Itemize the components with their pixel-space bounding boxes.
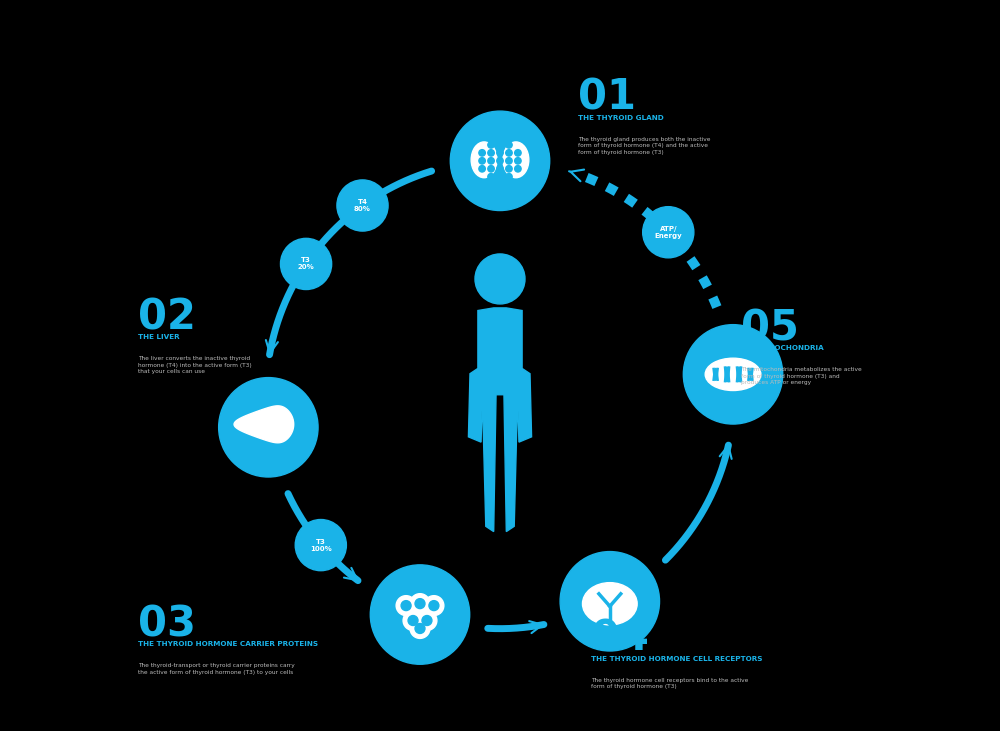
Polygon shape [234, 406, 294, 443]
Circle shape [488, 150, 494, 156]
Circle shape [497, 158, 503, 164]
Text: 02: 02 [138, 296, 196, 338]
Circle shape [683, 325, 783, 424]
Circle shape [337, 180, 388, 231]
Text: 04: 04 [591, 618, 649, 659]
Circle shape [515, 150, 521, 156]
Text: T3
20%: T3 20% [298, 257, 314, 270]
Circle shape [479, 150, 485, 156]
Circle shape [475, 254, 525, 304]
Text: The thyroid hormone cell receptors bind to the active
form of thyroid hormone (T: The thyroid hormone cell receptors bind … [591, 678, 749, 689]
Text: T4
80%: T4 80% [354, 199, 371, 212]
Ellipse shape [705, 358, 761, 390]
Circle shape [560, 552, 660, 651]
Text: THE LIVER: THE LIVER [138, 334, 180, 340]
Circle shape [424, 596, 444, 616]
Circle shape [422, 616, 432, 626]
Text: 05: 05 [741, 307, 799, 349]
Text: THE THYROID HORMONE CARRIER PROTEINS: THE THYROID HORMONE CARRIER PROTEINS [138, 641, 318, 647]
Circle shape [479, 165, 485, 172]
Polygon shape [468, 308, 532, 531]
Circle shape [488, 165, 494, 172]
Text: T3
100%: T3 100% [310, 539, 332, 552]
Circle shape [429, 601, 439, 610]
Circle shape [506, 150, 512, 156]
Circle shape [488, 173, 494, 180]
Text: THE THYROID GLAND: THE THYROID GLAND [578, 115, 664, 121]
Circle shape [488, 158, 494, 164]
Circle shape [497, 173, 503, 180]
Circle shape [417, 610, 437, 630]
Circle shape [450, 111, 550, 211]
Circle shape [497, 142, 503, 148]
Text: The liver converts the inactive thyroid
hormone (T4) into the active form (T3)
t: The liver converts the inactive thyroid … [138, 356, 252, 374]
Circle shape [506, 142, 512, 148]
Circle shape [403, 610, 423, 630]
Text: 03: 03 [138, 603, 196, 645]
Text: ATP/
Energy: ATP/ Energy [654, 226, 682, 239]
Circle shape [415, 599, 425, 609]
Circle shape [515, 165, 521, 172]
Text: The thyroid gland produces both the inactive
form of thyroid hormone (T4) and th: The thyroid gland produces both the inac… [578, 137, 711, 155]
Circle shape [396, 596, 416, 616]
Text: The thyroid-transport or thyroid carrier proteins carry
the active form of thyro: The thyroid-transport or thyroid carrier… [138, 663, 295, 675]
Ellipse shape [471, 142, 497, 178]
Circle shape [506, 173, 512, 180]
Circle shape [219, 378, 318, 477]
Circle shape [488, 142, 494, 148]
Circle shape [280, 238, 332, 289]
Circle shape [506, 165, 512, 172]
Text: The mitochondria metabolizes the active
form of thyroid hormone (T3) and
produce: The mitochondria metabolizes the active … [741, 367, 862, 385]
Circle shape [497, 165, 503, 172]
Circle shape [295, 520, 346, 571]
Circle shape [408, 616, 418, 626]
Circle shape [515, 158, 521, 164]
Text: 01: 01 [578, 77, 636, 118]
Circle shape [497, 150, 503, 156]
Circle shape [370, 565, 470, 664]
Text: THE THYROID HORMONE CELL RECEPTORS: THE THYROID HORMONE CELL RECEPTORS [591, 656, 763, 662]
Circle shape [479, 158, 485, 164]
Circle shape [410, 618, 430, 638]
Text: THE MITOCHONDRIA: THE MITOCHONDRIA [741, 345, 824, 351]
Circle shape [410, 594, 430, 613]
Circle shape [401, 601, 411, 610]
Circle shape [506, 158, 512, 164]
Ellipse shape [582, 583, 637, 625]
Ellipse shape [503, 142, 529, 178]
Circle shape [643, 207, 694, 258]
Circle shape [415, 624, 425, 634]
